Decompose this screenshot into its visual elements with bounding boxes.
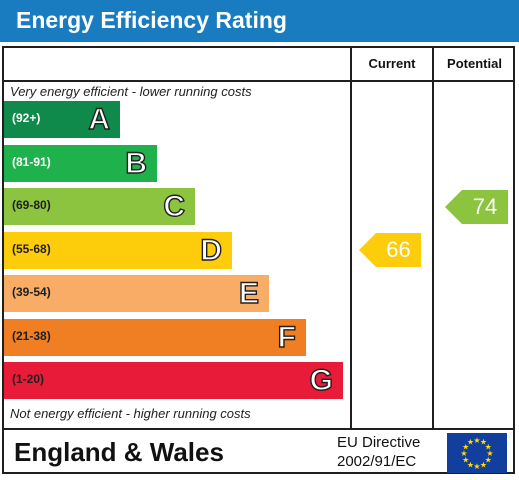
current-column-header: Current (368, 56, 416, 71)
potential-rating-marker: 74 (445, 189, 508, 224)
flag-star: ★ (473, 436, 480, 445)
footer-divider (2, 428, 515, 430)
band-range-label: (81-91) (12, 154, 51, 169)
potential-column-divider (432, 46, 434, 430)
rating-value: 74 (472, 193, 498, 219)
footer-region: England & Wales (14, 437, 224, 467)
flag-star: ★ (480, 460, 487, 469)
band-c: (69-80) C (4, 188, 195, 225)
band-a: (92+) A (4, 101, 120, 138)
rating-arrow-tip (445, 189, 462, 224)
flag-star: ★ (485, 456, 492, 465)
bottom-note: Not energy efficient - higher running co… (10, 406, 251, 421)
flag-star: ★ (467, 460, 474, 469)
flag-star: ★ (460, 449, 467, 458)
band-f: (21-38) F (4, 318, 306, 356)
eu-flag-icon: ★ ★ ★ ★ ★ ★ ★ ★ ★ ★ ★ ★ (447, 433, 507, 473)
flag-star: ★ (473, 462, 480, 471)
flag-star: ★ (486, 449, 493, 458)
rating-value: 66 (386, 237, 411, 262)
band-g: (1-20) G (4, 362, 343, 399)
eu-directive-text: EU Directive 2002/91/EC (337, 433, 420, 471)
chart-frame (2, 46, 515, 474)
band-range-label: (69-80) (12, 198, 51, 212)
directive-line-1: EU Directive (337, 434, 421, 451)
band-range-label: (55-68) (12, 241, 51, 256)
band-letter: C (163, 189, 186, 223)
band-range-label: (39-54) (12, 285, 51, 299)
band-d: (55-68) D (4, 231, 232, 269)
chart-title: Energy Efficiency Rating (16, 7, 287, 33)
header-divider (2, 80, 515, 82)
rating-arrow-tip (359, 233, 376, 267)
band-e: (39-54) E (4, 275, 269, 312)
potential-column-header: Potential (447, 56, 502, 71)
band-letter: F (277, 320, 297, 354)
band-range-label: (21-38) (12, 328, 51, 343)
flag-star: ★ (480, 438, 487, 447)
band-b: (81-91) B (4, 144, 157, 182)
band-range-label: (1-20) (12, 372, 45, 386)
top-note: Very energy efficient - lower running co… (10, 84, 252, 99)
flag-star: ★ (467, 438, 474, 447)
band-range-label: (92+) (12, 111, 41, 125)
flag-star: ★ (462, 443, 469, 452)
directive-line-2: 2002/91/EC (337, 453, 417, 470)
band-letter: B (125, 146, 148, 180)
flag-star: ★ (462, 456, 469, 465)
band-letter: D (200, 233, 223, 267)
band-letter: G (309, 363, 334, 397)
band-letter: E (238, 276, 259, 310)
chart-header: Energy Efficiency Rating (0, 0, 519, 42)
current-rating-marker: 66 (359, 233, 421, 267)
flag-star: ★ (485, 443, 492, 452)
current-column-divider (350, 46, 352, 430)
band-letter: A (88, 102, 111, 136)
